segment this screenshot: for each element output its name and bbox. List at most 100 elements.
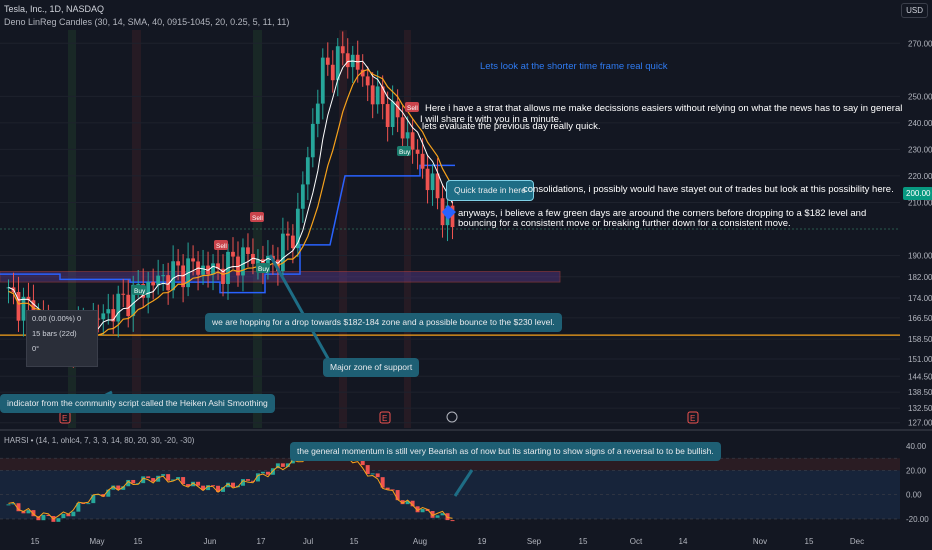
support-pointer	[268, 254, 332, 363]
note-strat-line2: I will share it with you in a minute.	[420, 114, 562, 125]
osc-tick-label: 40.00	[906, 442, 927, 451]
candle-body	[375, 86, 380, 105]
osc-candle	[156, 475, 161, 482]
measure-tool[interactable]: 0.00 (0.00%) 0 15 bars (22d) 0°	[26, 310, 98, 367]
osc-candle	[66, 513, 71, 517]
blue-diamond-marker	[442, 205, 456, 220]
osc-candle	[151, 478, 156, 482]
price-tick-label: 174.00	[908, 294, 932, 303]
callout-hopping[interactable]: we are hopping for a drop towards $182-1…	[205, 313, 562, 332]
osc-candle	[106, 489, 111, 497]
signal-sell-label: Sell	[407, 105, 418, 112]
osc-candle	[260, 471, 265, 474]
candle-body	[310, 123, 315, 158]
earnings-marker	[379, 411, 391, 424]
osc-candle	[146, 476, 151, 479]
price-tick-label: 138.50	[908, 388, 932, 397]
time-tick-label: Dec	[850, 537, 864, 546]
candle-body	[161, 275, 166, 277]
price-tick-label: 166.50	[908, 314, 932, 323]
currency-button[interactable]: USD	[901, 3, 928, 18]
earnings-label: E	[382, 414, 387, 423]
candle-body	[146, 281, 151, 298]
osc-candle	[410, 500, 415, 507]
signal-buy-marker	[397, 146, 411, 156]
callout-momentum[interactable]: the general momentum is still very Beari…	[290, 442, 721, 461]
osc-candle	[191, 481, 196, 487]
candle-body	[256, 259, 260, 264]
note-evaluate: lets evaluate the previous day really qu…	[422, 121, 601, 132]
candle-body	[251, 253, 255, 264]
candle-body	[365, 76, 370, 86]
osc-candle	[285, 463, 290, 467]
candle-body	[176, 261, 181, 266]
signal-buy-marker	[132, 285, 146, 295]
osc-candle	[400, 500, 405, 505]
osc-tick-label: 20.00	[906, 466, 927, 475]
osc-candle	[31, 510, 36, 517]
osc-candle	[76, 503, 81, 512]
osc-candle	[370, 473, 375, 475]
candle-body	[405, 132, 410, 139]
candle-body	[435, 173, 440, 199]
osc-candle	[11, 503, 16, 505]
time-tick-label: 15	[579, 537, 588, 546]
osc-candle	[201, 485, 206, 491]
osc-tick-label: 0.00	[906, 491, 922, 500]
candle-body	[335, 46, 340, 81]
osc-candle	[126, 479, 131, 487]
linreg-step-line	[0, 164, 455, 294]
candle-body	[315, 103, 320, 124]
candle-body	[305, 157, 310, 185]
price-tick-label: 210.00	[908, 198, 932, 207]
candle-body	[385, 104, 390, 127]
oscillator-title: HARSI • (14, 1, ohlc4, 7, 3, 3, 14, 80, …	[4, 436, 195, 445]
price-tick-label: 127.00	[908, 419, 932, 428]
osc-candle	[380, 477, 385, 488]
osc-candle	[216, 485, 221, 492]
candle-body	[241, 247, 245, 276]
osc-candle	[265, 471, 270, 475]
time-tick-label: Oct	[630, 537, 643, 546]
candle-body	[221, 268, 225, 284]
candle-body	[295, 208, 300, 249]
measure-angle: 0°	[32, 344, 40, 353]
note-green-days-1: anyways, i believe a few green days are …	[458, 208, 867, 219]
candle-body	[420, 153, 425, 169]
candle-body	[166, 275, 171, 291]
time-tick-label: May	[89, 537, 104, 546]
candle-body	[280, 233, 285, 272]
candle-body	[450, 205, 455, 228]
candle-body	[320, 57, 325, 104]
signal-sell-marker	[214, 240, 228, 250]
candle-body	[116, 293, 121, 322]
price-tick-label: 250.00	[908, 92, 932, 101]
callout-indicator[interactable]: indicator from the community script call…	[0, 394, 275, 413]
callout-quick-trade[interactable]: Quick trade in here	[446, 180, 534, 201]
candle-body	[325, 57, 330, 65]
osc-candle	[121, 486, 126, 490]
osc-smooth-line	[8, 449, 453, 520]
candle-body	[151, 281, 156, 286]
signal-buy-label: Buy	[134, 288, 146, 295]
time-tick-label: 15	[350, 537, 359, 546]
candle-body	[285, 233, 290, 236]
time-tick-label: Jun	[204, 537, 217, 546]
osc-candle	[206, 485, 211, 491]
osc-tick-label: -20.00	[906, 515, 929, 524]
time-tick-label: 19	[478, 537, 487, 546]
candle-body	[231, 251, 235, 257]
candle-body	[246, 247, 250, 254]
callout-support[interactable]: Major zone of support	[323, 358, 420, 377]
candle-body	[191, 258, 195, 262]
candle-body	[101, 313, 106, 320]
candle-body	[395, 101, 400, 118]
candle-body	[345, 53, 350, 68]
candle-body	[370, 85, 375, 105]
time-tick-label: 15	[805, 537, 814, 546]
overbought-zone	[0, 458, 900, 471]
osc-candle	[6, 504, 11, 506]
candle-body	[126, 294, 131, 317]
